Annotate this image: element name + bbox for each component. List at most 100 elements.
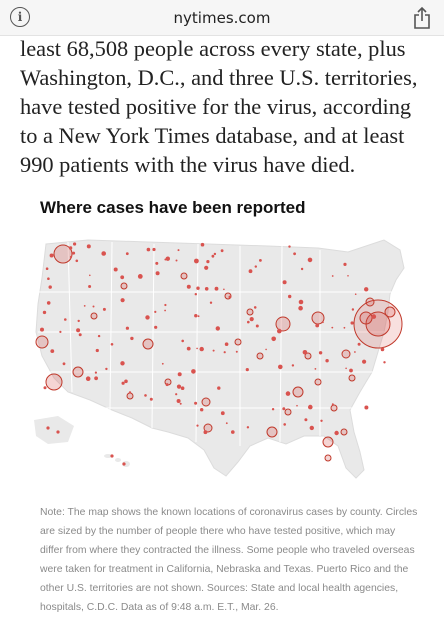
case-dot [271, 408, 275, 411]
case-dot [220, 249, 224, 253]
case-dot [194, 314, 198, 318]
case-dot [85, 376, 91, 381]
case-dot [325, 359, 329, 363]
case-dot [307, 257, 313, 263]
case-dot [175, 393, 178, 396]
case-dot [204, 287, 209, 291]
case-dot [110, 454, 114, 458]
case-dot [83, 305, 86, 307]
case-circle [90, 312, 98, 320]
case-dot [128, 391, 132, 394]
hawaii-islands [104, 454, 130, 467]
case-circles [35, 242, 403, 466]
case-circle [348, 374, 356, 382]
case-dot [95, 348, 99, 353]
case-dot [196, 347, 198, 350]
url-domain[interactable]: nytimes.com [173, 9, 271, 27]
case-dot [46, 426, 50, 430]
case-dot [89, 274, 91, 277]
case-dot [194, 401, 198, 405]
case-dot [293, 252, 296, 256]
case-dot [101, 251, 106, 256]
case-circle-sf [35, 335, 49, 349]
case-dot [73, 242, 77, 246]
case-dot [277, 328, 282, 334]
case-dot [271, 336, 276, 342]
case-dot [345, 367, 347, 370]
case-dot [161, 362, 164, 365]
case-dot [231, 430, 235, 434]
map-title: Where cases have been reported [40, 198, 306, 217]
info-icon[interactable]: i [10, 7, 30, 27]
case-dot [350, 321, 354, 325]
case-dot [255, 324, 259, 328]
case-dot [125, 326, 129, 330]
case-dot [357, 342, 361, 346]
us-case-map [28, 232, 420, 482]
case-dot [204, 265, 209, 270]
case-circle [340, 428, 348, 436]
case-dot [362, 359, 367, 364]
case-dot [177, 249, 180, 252]
case-dot [94, 376, 98, 381]
case-dot [124, 379, 128, 384]
case-circle [126, 392, 134, 400]
state-borders [38, 241, 400, 446]
case-dot [371, 314, 377, 319]
case-circle [365, 297, 375, 307]
case-dot [245, 368, 249, 372]
case-circle-houston [203, 423, 213, 433]
case-dot [155, 271, 160, 276]
case-dot [334, 430, 339, 436]
case-dot [199, 346, 204, 352]
case-dot [120, 361, 125, 366]
share-icon[interactable] [412, 6, 432, 30]
case-dot [249, 317, 254, 322]
case-circle-chicago [275, 316, 291, 332]
case-dot [144, 394, 147, 397]
case-dot [315, 323, 320, 328]
case-dot [59, 330, 62, 333]
case-circle [304, 352, 312, 360]
case-dot [155, 261, 159, 265]
case-dot [176, 384, 182, 389]
case-dot [76, 328, 81, 333]
case-dot [213, 252, 217, 256]
case-dot [220, 411, 225, 416]
case-dot [152, 247, 156, 252]
case-circle [284, 408, 292, 416]
case-dot [283, 423, 286, 426]
case-dot [130, 336, 134, 341]
case-circle [324, 454, 332, 462]
case-dot [69, 255, 73, 259]
case-dot [191, 369, 196, 374]
case-dot [43, 386, 47, 390]
case-dot [149, 397, 153, 401]
case-dot [364, 287, 369, 292]
case-dot [298, 305, 303, 311]
case-dot [165, 256, 170, 261]
case-circle [234, 338, 242, 346]
case-dot [223, 351, 226, 354]
case-dot [288, 294, 292, 299]
case-dot [47, 277, 50, 280]
case-dot [120, 275, 125, 280]
case-circle-dallas [201, 397, 211, 407]
case-dot [97, 334, 101, 338]
case-dot [50, 349, 55, 353]
case-dot [254, 265, 257, 268]
case-dot [186, 284, 191, 289]
case-dot [64, 318, 67, 321]
case-dot [145, 315, 150, 320]
case-dot [285, 391, 291, 396]
case-circle-denver [142, 338, 154, 350]
case-dot [228, 295, 232, 299]
case-dot [211, 254, 215, 258]
case-dot [72, 251, 76, 255]
case-dot [196, 424, 199, 427]
case-dot [322, 321, 324, 324]
case-dot [164, 309, 167, 312]
case-dot [77, 319, 80, 323]
case-dot [194, 258, 199, 264]
case-dot [86, 244, 91, 249]
